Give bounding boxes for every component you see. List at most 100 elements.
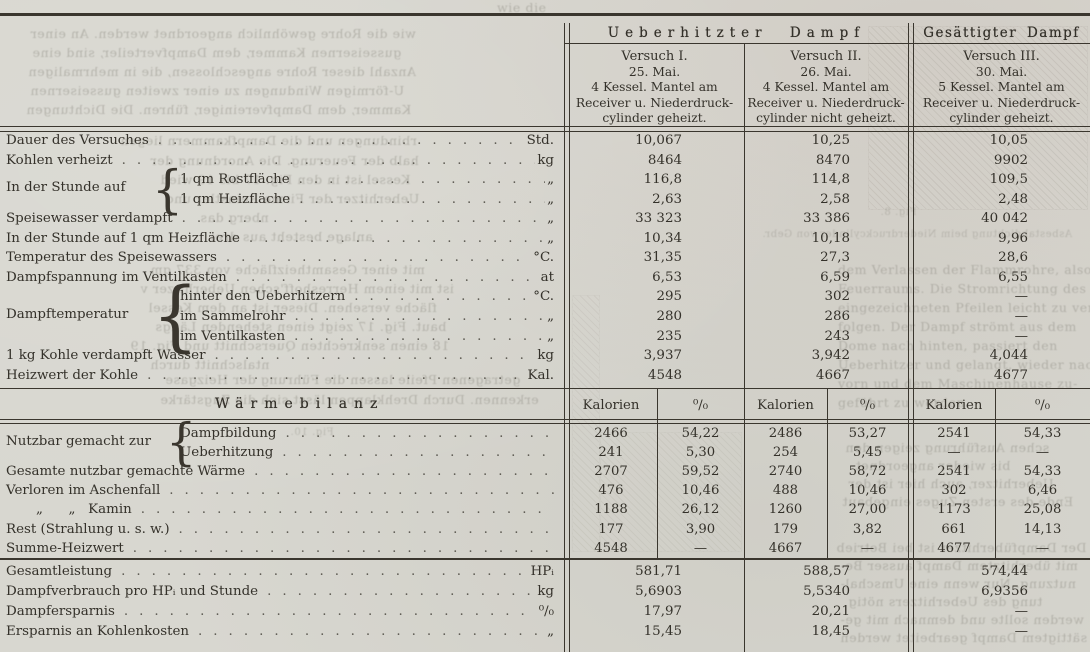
column-group-header-superheated: Ueberhitzter Dampf [607, 25, 866, 41]
row-group-label: In der Stunde auf [6, 180, 126, 196]
trial-title: Versuch II. [790, 49, 862, 64]
row-label-text: Gesamtleistung [6, 564, 113, 579]
dot-leader: ........................................… [294, 328, 545, 344]
row-unit: „ [547, 191, 554, 207]
dot-leader: ........................................… [169, 483, 554, 499]
value-cell: 2486 [768, 426, 803, 441]
value-cell: 295 [656, 289, 682, 305]
row-label-text: Kohlen verheizt [6, 152, 113, 168]
dot-leader: ........................................… [121, 564, 528, 579]
value-cell: 179 [772, 521, 799, 537]
dot-leader: ........................................… [132, 540, 554, 556]
row-unit: HPᵢ [530, 564, 554, 579]
row-label-text: Temperatur des Speisewassers [6, 250, 217, 266]
trial-title: Versuch III. [963, 49, 1040, 64]
row-label-text: Dampfbildung [180, 426, 277, 441]
row-label-text: Summe-Heizwert [6, 540, 124, 556]
value-cell: 6,9356 [981, 584, 1028, 599]
row-label-text: In der Stunde auf 1 qm Heizfläche [6, 230, 240, 246]
trial-date: 26. Mai. [800, 64, 852, 79]
table-rule [564, 43, 1090, 44]
table-rule [0, 419, 1090, 421]
row-label: 1 qm Rostfläche.........................… [0, 170, 559, 190]
value-cell: — [1014, 604, 1028, 619]
heat-balance-subheader: Kalorien [757, 398, 814, 413]
value-cell: 8464 [647, 152, 682, 168]
value-cell: 10,18 [811, 230, 850, 246]
trial-desc: 4 Kessel. Mantel am [591, 80, 718, 95]
table-rule [657, 389, 658, 558]
value-cell: 581,71 [635, 564, 682, 579]
table-rule [0, 388, 1090, 390]
row-unit: kg [537, 584, 554, 599]
value-cell: 5,30 [685, 445, 716, 461]
showthrough-text: geführt zu werden. [838, 395, 971, 410]
row-unit: „ [547, 624, 554, 639]
value-cell: 18,45 [811, 624, 850, 639]
value-cell: 10,46 [848, 483, 887, 499]
value-cell: 14,13 [1023, 521, 1062, 537]
value-cell: 33 386 [803, 211, 850, 227]
value-cell: — [1035, 540, 1050, 556]
row-label-text: im Sammelrohr [180, 308, 286, 324]
showthrough-text: U-förmigen Windungen zu einer zweiten gu… [30, 83, 405, 98]
value-cell: 280 [656, 308, 682, 324]
row-unit: Std. [526, 133, 554, 148]
row-label-text: Ersparnis an Kohlenkosten [6, 624, 190, 639]
value-cell: 17,97 [643, 604, 682, 619]
dot-leader: ........................................… [225, 250, 531, 266]
trial-desc: Receiver u. Niederdruck- [747, 95, 905, 110]
row-group-label: Dampftemperatur [6, 307, 129, 323]
value-cell: 25,08 [1023, 502, 1062, 518]
dot-leader: ........................................… [123, 604, 537, 619]
value-cell: 3,82 [852, 521, 883, 537]
row-unit: „ [547, 328, 554, 344]
value-cell: — [1014, 308, 1028, 324]
dot-leader: ........................................… [198, 624, 545, 639]
dot-leader: ........................................… [299, 191, 545, 207]
table-rule [0, 126, 1090, 128]
heat-balance-subheader: ⁰/₀ [1034, 398, 1051, 413]
row-label: Ersparnis an Kohlenkosten...............… [0, 622, 559, 642]
table-rule [744, 43, 745, 652]
trial-desc: Receiver u. Niederdruck- [922, 95, 1081, 110]
value-cell: 10,34 [643, 230, 682, 246]
value-cell: 27,3 [820, 250, 850, 266]
row-label: Rest (Strahlung u. s. w.)...............… [0, 520, 559, 539]
value-cell: 1260 [768, 502, 803, 518]
value-cell: 574,44 [981, 564, 1028, 579]
value-cell: 53,27 [848, 426, 887, 441]
value-cell: 235 [656, 328, 682, 344]
value-cell: 4,044 [989, 348, 1028, 364]
showthrough-text: Feuerraums. Die Stromrichtung des [838, 281, 1087, 296]
value-cell: 177 [598, 521, 624, 537]
value-cell: 2,48 [998, 191, 1028, 207]
value-cell: 661 [941, 521, 967, 537]
dot-leader: ........................................… [235, 269, 539, 285]
row-unit: kg [537, 348, 554, 364]
showthrough-text: wie die [497, 0, 547, 15]
trial-desc: cylinder nicht geheizt. [756, 111, 896, 126]
value-cell: 58,72 [848, 464, 887, 480]
value-cell: 6,53 [652, 269, 682, 285]
value-cell: — [1014, 624, 1028, 639]
dot-leader: ........................................… [147, 367, 525, 383]
dot-leader: ........................................… [298, 172, 545, 188]
row-label-text: Heizwert der Kohle [6, 367, 139, 383]
row-label-text: Dampfverbrauch pro HPᵢ und Stunde [6, 584, 259, 599]
row-label-text: 1 kg Kohle verdampft Wasser [6, 348, 206, 364]
row-label: Dauer des Versuches.....................… [0, 131, 559, 151]
value-cell: 10,067 [635, 133, 682, 148]
table-rule [569, 23, 571, 652]
dot-leader: ........................................… [181, 211, 546, 227]
row-label-text: Rest (Strahlung u. s. w.) [6, 521, 170, 537]
showthrough-text: gusseisernen Kammer, dem Dampfverteiler,… [32, 45, 402, 60]
value-cell: 488 [772, 483, 799, 499]
dot-leader: ........................................… [294, 308, 545, 324]
heat-balance-subheader: ⁰/₀ [692, 398, 709, 413]
row-label-text: „ „ Kamin [36, 502, 132, 518]
value-cell: 254 [772, 445, 799, 461]
trial-desc: cylinder geheizt. [949, 111, 1054, 126]
value-cell: 588,57 [803, 564, 850, 579]
showthrough-text: Anzahl dieser Rohre angeschlossen, die i… [28, 64, 416, 79]
